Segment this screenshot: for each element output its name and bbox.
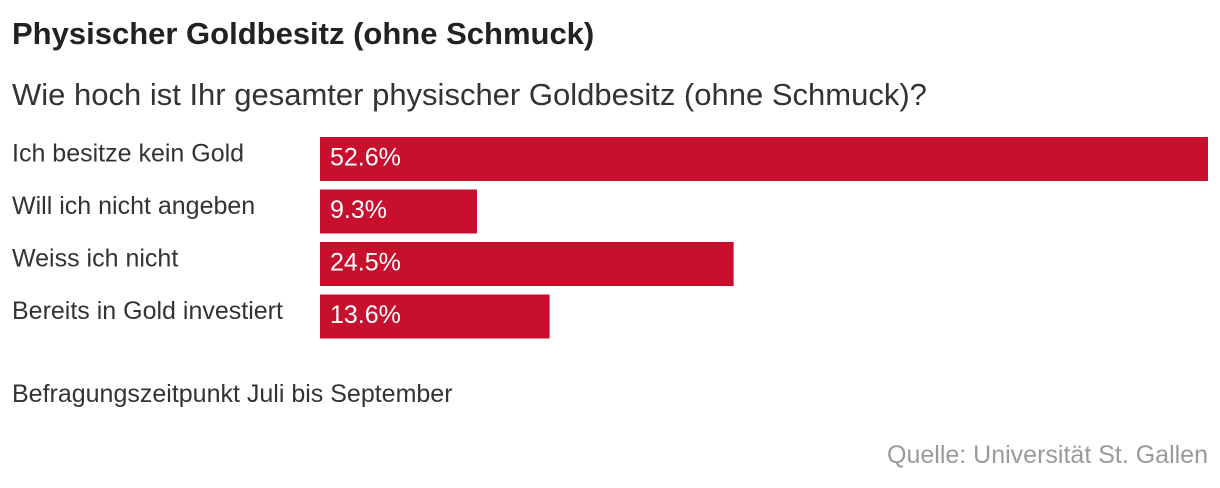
bar-value-label: 24.5% <box>330 249 401 277</box>
category-label: Will ich nicht angeben <box>12 192 255 220</box>
category-label: Ich besitze kein Gold <box>12 140 244 168</box>
bar <box>320 137 1208 181</box>
source-credit: Quelle: Universität St. Gallen <box>887 441 1208 469</box>
bar <box>320 189 478 234</box>
category-label: Weiss ich nicht <box>12 245 178 273</box>
bar-value-label: 9.3% <box>330 196 387 224</box>
bar-value-label: 52.6% <box>330 144 401 172</box>
bar-value-label: 13.6% <box>330 301 401 329</box>
survey-period-note: Befragungszeitpunkt Juli bis September <box>12 380 453 408</box>
category-label: Bereits in Gold investiert <box>12 297 283 325</box>
bar-chart: Ich besitze kein Gold 52.6% Will ich nicht… <box>12 137 1208 339</box>
chart-title: Physischer Goldbesitz (ohne Schmuck) <box>12 16 595 51</box>
bar <box>320 242 734 286</box>
chart-subtitle: Wie hoch ist Ihr gesamter physischer Gol… <box>12 77 927 112</box>
bar <box>320 294 550 339</box>
